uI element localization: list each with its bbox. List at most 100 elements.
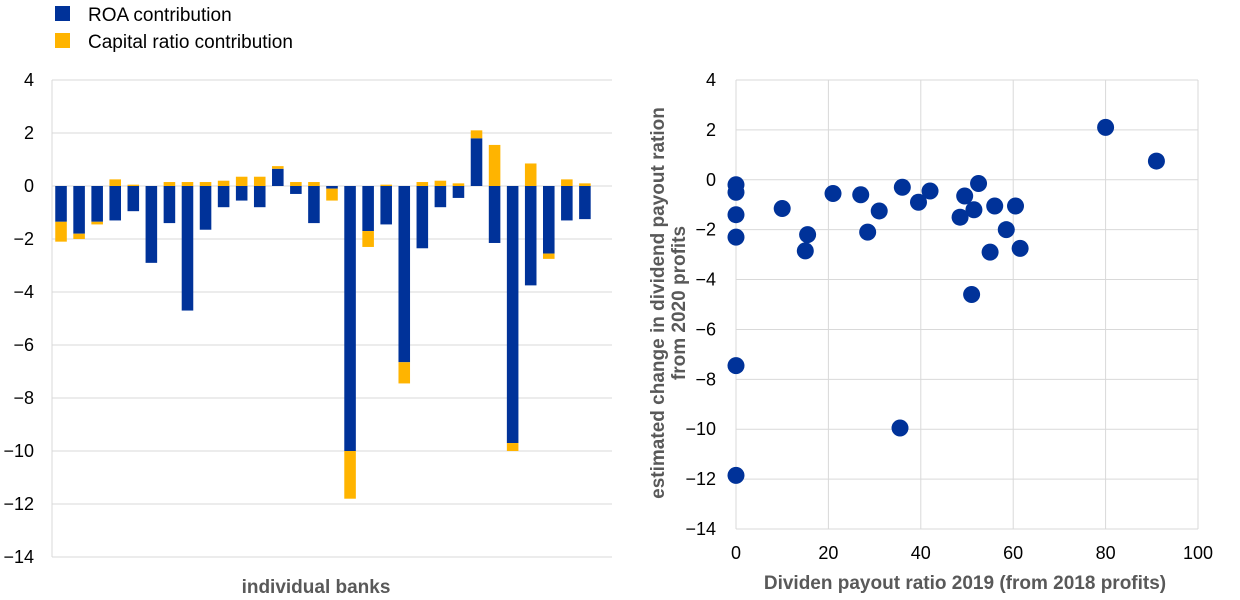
bar-capital-ratio	[199, 182, 212, 186]
bar-capital-ratio	[253, 176, 266, 186]
scatter-y-tick-label: 4	[706, 70, 716, 90]
bar-capital-ratio	[344, 451, 356, 499]
bar-roa	[217, 186, 230, 208]
bar-capital-ratio	[235, 176, 248, 186]
scatter-y-axis: 4 2 0 −2 −4 −6 −8 −10 −12 −14	[685, 70, 716, 539]
scatter-y-axis-title-line-1: estimated change in dividend payout rati…	[648, 107, 669, 499]
bar-roa	[398, 186, 411, 363]
scatter-point	[965, 201, 983, 219]
bar-chart-gridlines	[51, 79, 612, 558]
bar-roa	[73, 186, 85, 234]
scatter-point	[727, 466, 745, 484]
scatter-point	[986, 197, 1004, 215]
bar-y-tick-label: 0	[24, 176, 34, 196]
bar-capital-ratio	[181, 182, 194, 186]
scatter-x-tick-label: 0	[731, 543, 741, 563]
scatter-point	[727, 357, 745, 375]
bar-roa	[199, 186, 212, 230]
bar-roa	[561, 186, 573, 221]
bar-roa	[181, 186, 194, 311]
scatter-y-tick-label: 2	[706, 120, 716, 140]
bar-capital-ratio	[561, 179, 573, 186]
bar-capital-ratio	[524, 163, 537, 186]
scatter-gridlines	[735, 79, 1199, 530]
legend-swatch-capital	[55, 33, 70, 48]
scatter-y-axis-title: estimated change in dividend payout rati…	[648, 107, 690, 499]
bar-capital-ratio	[55, 221, 67, 242]
scatter-x-tick-label: 20	[818, 543, 838, 563]
scatter-point	[870, 202, 888, 220]
scatter-x-tick-label: 100	[1183, 543, 1213, 563]
scatter-x-axis: 0 20 40 60 80 100	[731, 543, 1213, 563]
bar-roa	[163, 186, 176, 224]
bar-roa	[109, 186, 122, 221]
bar-y-tick-label: 4	[24, 70, 34, 90]
bar-y-tick-label: −12	[3, 494, 34, 514]
bar-capital-ratio	[217, 180, 230, 186]
scatter-point	[893, 178, 911, 196]
scatter-point	[1097, 118, 1115, 136]
bar-roa	[434, 186, 447, 208]
bar-roa	[488, 186, 501, 243]
scatter-point	[909, 193, 927, 211]
bar-chart-y-axis: 4 2 0 −2 −4 −6 −8 −10 −12 −14	[3, 70, 34, 567]
scatter-point	[727, 206, 745, 224]
bar-y-tick-label: −2	[13, 229, 34, 249]
scatter-point	[1147, 152, 1165, 170]
scatter-y-tick-label: −8	[695, 369, 716, 389]
bar-roa	[452, 186, 465, 198]
bar-capital-ratio	[308, 182, 320, 186]
scatter-point	[921, 182, 939, 200]
bar-capital-ratio	[488, 144, 501, 186]
bar-capital-ratio	[506, 443, 519, 451]
bar-capital-ratio	[542, 253, 555, 259]
scatter-y-tick-label: −2	[695, 220, 716, 240]
bar-chart-x-axis-title: individual banks	[242, 577, 391, 598]
scatter-y-tick-label: −14	[685, 519, 716, 539]
scatter-chart: 420−2−4−6−8−10−12−14 0 20 40 60 80 100 Divide…	[648, 70, 1213, 594]
scatter-x-tick-label: 40	[911, 543, 931, 563]
bar-capital-ratio	[398, 362, 411, 384]
scatter-y-tick-label: −4	[695, 270, 716, 290]
scatter-point	[981, 243, 999, 261]
scatter-point	[963, 286, 981, 304]
scatter-y-tick-label: −6	[695, 319, 716, 339]
scatter-point	[852, 186, 870, 204]
bar-capital-ratio	[452, 183, 465, 186]
bar-roa	[253, 186, 266, 208]
bar-capital-ratio	[470, 130, 483, 139]
scatter-point	[796, 242, 814, 260]
bar-roa	[506, 186, 519, 444]
bar-capital-ratio	[163, 182, 176, 186]
bar-y-tick-label: −14	[3, 547, 34, 567]
scatter-point	[1007, 197, 1025, 215]
bar-capital-ratio	[362, 231, 374, 247]
bar-capital-ratio	[326, 188, 338, 201]
bar-y-tick-label: −4	[13, 282, 34, 302]
bar-roa	[326, 186, 338, 189]
bar-capital-ratio	[290, 182, 302, 186]
bar-capital-ratio	[73, 233, 85, 239]
scatter-point	[951, 208, 969, 226]
scatter-points	[727, 118, 1165, 484]
bar-roa	[235, 186, 248, 201]
bar-y-tick-label: −10	[3, 441, 34, 461]
scatter-point	[727, 183, 745, 201]
scatter-y-tick-label: 0	[706, 170, 716, 190]
bar-chart-bars	[55, 130, 591, 499]
bar-roa	[416, 186, 429, 249]
bar-capital-ratio	[416, 182, 429, 186]
scatter-point	[824, 184, 842, 202]
bar-roa	[542, 186, 555, 254]
bar-y-tick-label: 2	[24, 123, 34, 143]
scatter-point	[997, 221, 1015, 239]
scatter-point	[1011, 239, 1029, 257]
bar-roa	[308, 186, 320, 224]
bar-capital-ratio	[579, 183, 591, 186]
bar-roa	[344, 186, 356, 451]
scatter-point	[859, 223, 877, 241]
legend-label-capital: Capital ratio contribution	[88, 32, 293, 53]
scatter-point	[956, 187, 974, 205]
scatter-x-axis-title: Dividen payout ratio 2019 (from 2018 pro…	[764, 573, 1166, 594]
